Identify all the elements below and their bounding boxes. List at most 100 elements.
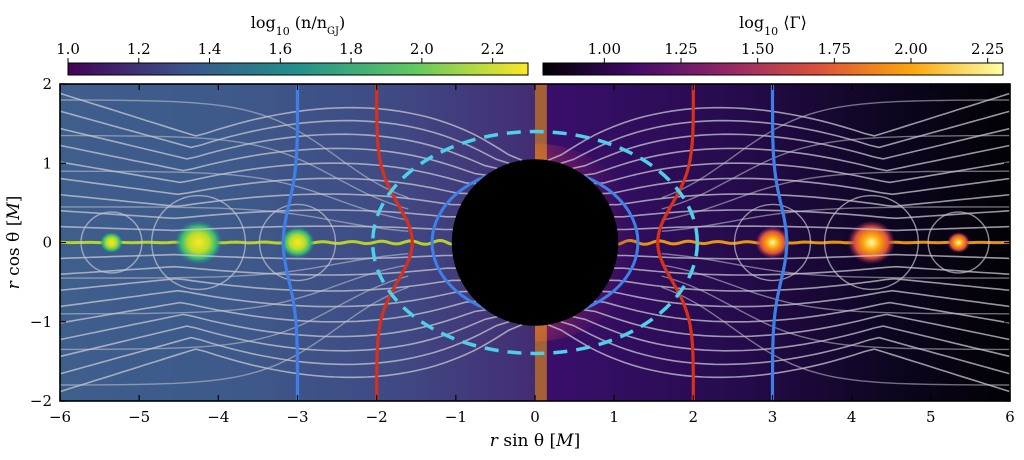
field-line [60, 300, 477, 324]
x-tick-label: −6 [49, 408, 71, 426]
field-line [60, 161, 477, 185]
field-line-open [661, 134, 1010, 210]
field-line-open [60, 134, 409, 210]
field-line-open [60, 99, 409, 199]
y-tick-label: 1 [42, 154, 52, 172]
field-line [572, 127, 1010, 170]
x-tick-label: −1 [445, 408, 467, 426]
field-line [60, 309, 487, 341]
colorbar-right-tick-label: 1.00 [588, 40, 621, 58]
y-tick-label: 0 [42, 234, 52, 252]
field-line-open [60, 253, 409, 279]
field-line [60, 127, 498, 170]
field-line-open [661, 170, 1010, 221]
x-tick-label: −3 [286, 408, 308, 426]
field-line-open [60, 264, 409, 315]
x-tick-label: 4 [847, 408, 857, 426]
x-tick-label: 0 [530, 408, 540, 426]
plasmoid-right [947, 232, 970, 253]
x-tick-label: 6 [1005, 408, 1015, 426]
plasmoid-loop [150, 194, 247, 291]
field-lines [60, 92, 1010, 393]
colorbar-left-ticks: 1.0 1.2 1.4 1.6 1.8 2.0 2.2 [56, 40, 505, 63]
field-line [560, 320, 1010, 375]
colorbar-left [67, 62, 529, 76]
field-line-open [661, 264, 1010, 315]
y-axis-ticks: −2 −1 0 1 2 [30, 75, 1010, 410]
colorbar-left-tick-label: 1.0 [56, 40, 80, 58]
light-surface-curve [281, 84, 300, 401]
colorbar-left-tick-label: 1.8 [339, 40, 363, 58]
field-line [60, 315, 498, 358]
current-sheet [617, 238, 1010, 246]
plasmoid-right [755, 226, 790, 259]
field-line [60, 289, 468, 308]
x-tick-label: −2 [366, 408, 388, 426]
field-line-open [60, 170, 409, 221]
colorbar-right-tick-label: 1.75 [818, 40, 851, 58]
y-tick-label: −2 [30, 392, 52, 410]
colorbar-left-tick-label: 2.2 [481, 40, 505, 58]
field-line-open [60, 275, 409, 351]
field-line-open [661, 99, 1010, 199]
x-tick-label: 3 [768, 408, 778, 426]
field-line-open [661, 275, 1010, 351]
y-tick-label: −1 [30, 313, 52, 331]
red-surface-curve [656, 84, 695, 401]
plasmoid-right [847, 220, 896, 265]
field-line [60, 323, 523, 393]
colorbar-left-title: log10 (n/nGJ) [251, 13, 346, 38]
colorbar-right-ticks: 1.00 1.25 1.50 1.75 2.00 2.25 [588, 40, 1004, 63]
field-line [602, 177, 1010, 196]
colorbar-right-tick-label: 2.25 [971, 40, 1004, 58]
field-line [593, 300, 1010, 324]
field-line [560, 110, 1010, 165]
field-line-open [661, 286, 1010, 386]
plasmoid-loop [258, 203, 337, 282]
field-line [602, 289, 1010, 308]
x-tick-label: 2 [689, 408, 699, 426]
plasmoid-left [174, 220, 223, 265]
colorbar-right-tick-label: 1.50 [741, 40, 774, 58]
x-axis-ticks: −6 −5 −4 −3 −2 −1 0 1 2 3 4 5 6 [49, 84, 1015, 426]
surfaces [281, 84, 789, 401]
field-line [583, 309, 1010, 341]
field-line [60, 110, 510, 165]
x-tick-label: −4 [207, 408, 229, 426]
colorbar-left-tick-label: 2.0 [410, 40, 434, 58]
field-line [60, 144, 487, 176]
dashed-ellipse [370, 129, 700, 356]
left-panel-features [60, 220, 453, 265]
colorbars: 1.0 1.2 1.4 1.6 1.8 2.0 2.2 1.00 1.25 1.50 1.75 2.… [56, 40, 1004, 76]
colorbar-right-tick-label: 1.25 [664, 40, 697, 58]
x-tick-label: −5 [128, 408, 150, 426]
field-line [583, 144, 1010, 176]
colorbar-left-tick-label: 1.6 [268, 40, 292, 58]
plasmoid-loop [823, 194, 920, 291]
x-axis-title: r sin θ [M] [490, 431, 580, 451]
field-line [60, 320, 510, 375]
black-hole [451, 159, 619, 326]
field-line-open [60, 206, 409, 232]
plot-area [60, 84, 1010, 401]
light-surface-curve [770, 84, 789, 401]
current-sheet [60, 238, 453, 246]
field-line [547, 92, 1010, 162]
colorbar-right-tick-label: 2.00 [894, 40, 927, 58]
field-line [572, 315, 1010, 358]
colorbar-left-tick-label: 1.4 [198, 40, 222, 58]
field-line-open [661, 253, 1010, 279]
plasmoid-left [280, 226, 315, 259]
y-axis-title: r cos θ [M] [4, 196, 24, 290]
colorbar-right-title: log10 ⟨Γ⟩ [739, 13, 807, 38]
red-surface-curve [375, 84, 414, 401]
plasmoid-loop [927, 211, 990, 274]
field-line-open [661, 206, 1010, 232]
field-line-open [60, 286, 409, 386]
field-line [547, 323, 1010, 393]
x-tick-label: 1 [609, 408, 619, 426]
field-line [60, 92, 523, 162]
plasmoid-loop [80, 211, 143, 274]
colorbar-right [542, 62, 1004, 76]
